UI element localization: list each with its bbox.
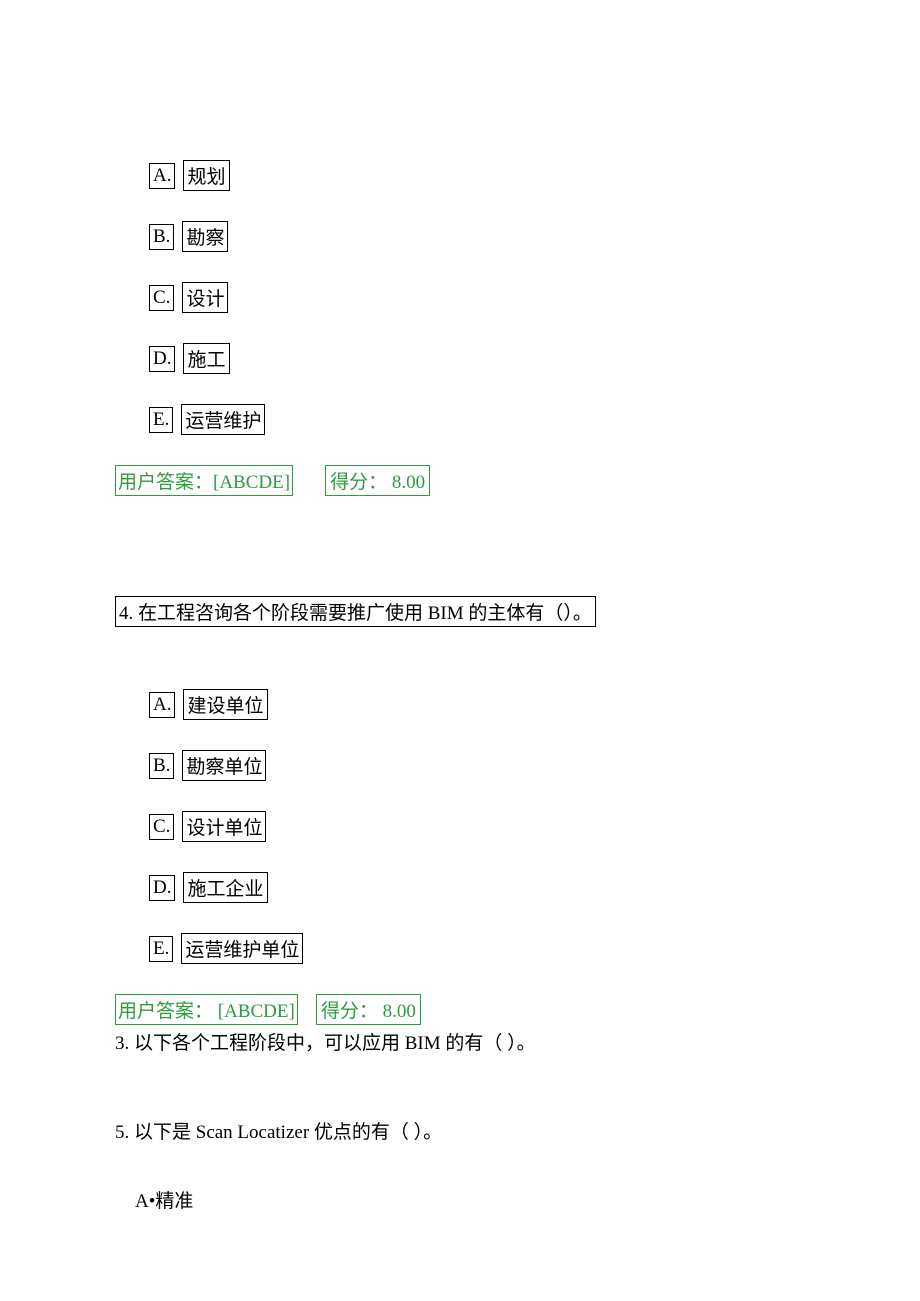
option-letter: B. (149, 224, 174, 250)
option-text: 施工企业 (183, 872, 267, 903)
q4-option-d: D. 施工企业 (115, 872, 840, 903)
option-text: 规划 (183, 160, 229, 191)
document-content: A. 规划 B. 勘察 C. 设计 D. 施工 E. 运营维护 用户答案：[AB… (0, 0, 920, 1213)
option-text: 设计 (182, 282, 228, 313)
q4-options-block: A. 建设单位 B. 勘察单位 C. 设计单位 D. 施工企业 E. 运营维护单… (115, 689, 840, 964)
q5-question-line: 5. 以下是 Scan Locatizer 优点的有（ ）。 (115, 1117, 840, 1144)
option-text: 勘察 (182, 221, 228, 252)
user-answer-box: 用户答案： [ABCDE] (115, 994, 298, 1025)
q3-option-a: A. 规划 (115, 160, 840, 191)
option-letter: C. (149, 285, 174, 311)
q3-option-b: B. 勘察 (115, 221, 840, 252)
q3-options-block: A. 规划 B. 勘察 C. 设计 D. 施工 E. 运营维护 (115, 160, 840, 435)
answer-line-2: 用户答案： [ABCDE] 得分： 8.00 (115, 994, 840, 1025)
q4-question: 4. 在工程咨询各个阶段需要推广使用 BIM 的主体有（）。 (115, 596, 596, 627)
user-answer-box: 用户答案：[ABCDE] (115, 465, 293, 496)
option-letter: E. (149, 936, 173, 962)
q4-option-e: E. 运营维护单位 (115, 933, 840, 964)
option-letter: A. (149, 163, 175, 189)
option-letter: B. (149, 753, 174, 779)
q4-option-b: B. 勘察单位 (115, 750, 840, 781)
option-text: 勘察单位 (182, 750, 266, 781)
option-text: 设计单位 (182, 811, 266, 842)
q3-question-line: 3. 以下各个工程阶段中，可以应用 BIM 的有（ ）。 (115, 1028, 840, 1055)
option-letter: C. (149, 814, 174, 840)
q5-option-a: A•精准 (115, 1186, 840, 1213)
q3-option-c: C. 设计 (115, 282, 840, 313)
option-text: 施工 (183, 343, 229, 374)
q3-option-e: E. 运营维护 (115, 404, 840, 435)
q4-option-c: C. 设计单位 (115, 811, 840, 842)
option-letter: A. (149, 692, 175, 718)
score-box: 得分： 8.00 (316, 994, 421, 1025)
option-letter: D. (149, 346, 175, 372)
option-letter: D. (149, 875, 175, 901)
score-box: 得分： 8.00 (325, 465, 430, 496)
option-letter: E. (149, 407, 173, 433)
option-text: 建设单位 (183, 689, 267, 720)
answer-line-1: 用户答案：[ABCDE] 得分： 8.00 (115, 465, 840, 496)
q3-option-d: D. 施工 (115, 343, 840, 374)
option-text: 运营维护单位 (181, 933, 303, 964)
q4-option-a: A. 建设单位 (115, 689, 840, 720)
option-text: 运营维护 (181, 404, 265, 435)
